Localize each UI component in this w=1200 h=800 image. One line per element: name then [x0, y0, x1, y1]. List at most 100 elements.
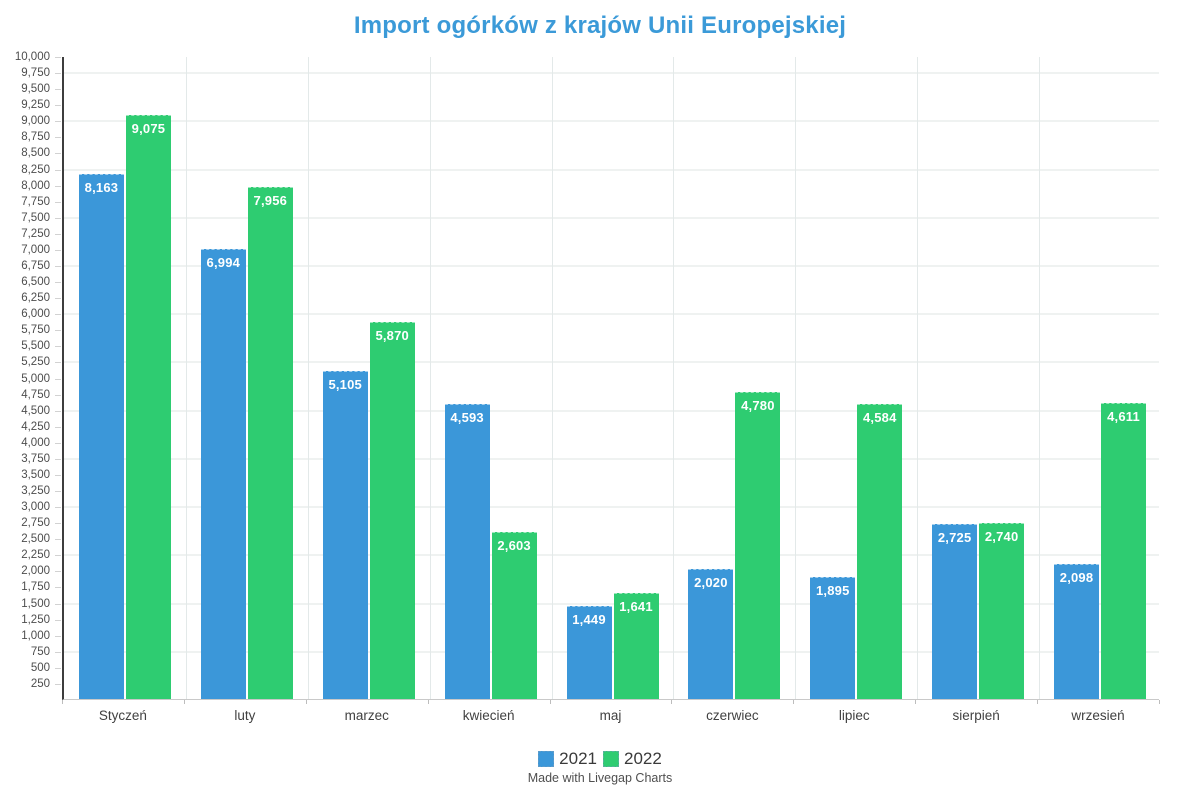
x-axis-label-sierpień: sierpień [952, 708, 1000, 723]
y-axis-label: 2,000 [21, 565, 50, 578]
bar-value-label: 9,075 [131, 121, 166, 137]
legend-item-2021[interactable]: 2021 [538, 749, 597, 769]
bar-2022-marzec[interactable]: 5,870 [369, 321, 415, 699]
bar-value-label: 6,994 [206, 255, 241, 271]
bar-2021-czerwiec[interactable]: 2,020 [688, 569, 734, 699]
y-tick-mark [55, 73, 61, 75]
bar-value-label: 2,098 [1059, 570, 1094, 586]
bar-value-label: 4,611 [1107, 408, 1140, 424]
y-gridline [64, 216, 1159, 219]
bar-2021-luty[interactable]: 6,994 [200, 249, 246, 699]
x-tick-mark [62, 700, 63, 704]
bar-2022-maj[interactable]: 1,641 [613, 593, 659, 699]
y-axis-label: 6,750 [21, 259, 50, 272]
y-tick-mark [55, 89, 61, 91]
y-axis-label: 3,000 [21, 501, 50, 514]
legend-swatch-2021 [538, 751, 555, 767]
y-tick-mark [55, 105, 61, 107]
y-tick-mark [55, 507, 61, 509]
bar-value-label: 4,584 [862, 410, 897, 426]
y-tick-mark [55, 282, 61, 284]
bar-2021-kwiecień[interactable]: 4,593 [444, 403, 490, 699]
x-tick-mark [1159, 700, 1160, 704]
bar-value-label: 1,449 [572, 611, 606, 627]
x-axis-label-lipiec: lipiec [838, 708, 870, 723]
x-tick-mark [305, 700, 307, 704]
bar-2022-wrzesień[interactable]: 4,611 [1101, 402, 1147, 699]
bar-2021-wrzesień[interactable]: 2,098 [1054, 564, 1100, 699]
bar-2022-kwiecień[interactable]: 2,603 [491, 531, 537, 699]
y-tick-mark [55, 651, 61, 653]
bar-2021-sierpień[interactable]: 2,725 [932, 523, 978, 699]
y-gridline [64, 602, 1159, 605]
y-axis-label: 3,500 [21, 468, 50, 481]
y-tick-mark [55, 378, 61, 380]
chart-title: Import ogórków z krajów Unii Europejskie… [353, 12, 847, 39]
y-tick-mark [55, 362, 61, 364]
y-tick-mark [55, 555, 61, 557]
y-axis-label: 6,250 [21, 292, 50, 305]
y-axis-label: 5,500 [21, 340, 50, 353]
y-gridline [64, 313, 1159, 316]
x-axis: Styczeń luty marzec kwiecień maj czerwiec lipi… [62, 700, 1160, 730]
y-gridline [64, 120, 1159, 123]
x-gridline [795, 57, 797, 699]
x-tick-mark [427, 700, 429, 704]
y-tick-mark [55, 185, 61, 187]
bar-2022-luty[interactable]: 7,956 [247, 187, 293, 699]
y-axis-label: 8,250 [21, 163, 50, 176]
x-axis-label-luty: luty [234, 708, 256, 723]
y-axis-label: 1,250 [21, 613, 50, 626]
y-tick-mark [55, 233, 61, 235]
bar-2021-Styczeń[interactable]: 8,163 [78, 174, 124, 699]
y-axis-label: 250 [30, 677, 50, 690]
legend-label-2022: 2022 [624, 749, 662, 768]
y-axis-label: 9,000 [21, 115, 50, 128]
y-axis-label: 5,250 [21, 356, 50, 369]
bar-2022-Styczeń[interactable]: 9,075 [125, 115, 171, 699]
y-axis-label: 8,500 [21, 147, 50, 160]
legend-swatch-2022 [603, 751, 619, 767]
y-gridline [64, 361, 1159, 364]
y-axis-label: 750 [30, 645, 50, 658]
bar-value-label: 1,641 [619, 599, 653, 615]
y-gridline [64, 457, 1159, 460]
y-tick-mark [55, 298, 61, 300]
bar-2022-lipiec[interactable]: 4,584 [857, 404, 903, 699]
y-axis-label: 4,750 [21, 388, 50, 401]
y-axis-label: 5,750 [21, 324, 50, 337]
y-gridline [64, 506, 1159, 509]
bar-value-label: 2,603 [497, 537, 531, 553]
x-tick-mark [671, 700, 673, 704]
y-gridline [64, 554, 1159, 557]
legend-label-2021: 2021 [559, 749, 597, 768]
bar-2021-maj[interactable]: 1,449 [566, 605, 612, 699]
y-tick-mark [55, 153, 61, 155]
y-axis-label: 8,750 [21, 131, 50, 144]
x-gridline [673, 57, 675, 699]
y-axis-label: 9,250 [21, 99, 50, 112]
x-gridline [551, 57, 553, 699]
y-axis-label: 7,750 [21, 195, 50, 208]
y-axis-label: 3,250 [21, 485, 50, 498]
x-gridline [429, 57, 431, 699]
bar-2021-marzec[interactable]: 5,105 [322, 370, 368, 699]
x-axis-label-maj: maj [599, 708, 622, 723]
y-gridline [64, 409, 1159, 412]
credit-text: Made with Livegap Charts [527, 771, 673, 785]
x-tick-mark [915, 700, 917, 704]
legend-item-2022[interactable]: 2022 [603, 749, 662, 769]
y-axis-label: 9,750 [21, 67, 50, 80]
y-axis-label: 2,250 [21, 549, 50, 562]
y-axis-label: 6,500 [21, 276, 50, 289]
bar-2022-sierpień[interactable]: 2,740 [979, 522, 1025, 699]
y-tick-mark [55, 603, 61, 605]
y-axis-label: 2,500 [21, 533, 50, 546]
bar-2022-czerwiec[interactable]: 4,780 [735, 391, 781, 699]
y-tick-mark [55, 491, 61, 493]
x-axis-label-wrzesień: wrzesień [1071, 708, 1125, 723]
bar-2021-lipiec[interactable]: 1,895 [810, 577, 856, 699]
y-axis-label: 1,500 [21, 597, 50, 610]
x-tick-mark [1037, 700, 1039, 704]
